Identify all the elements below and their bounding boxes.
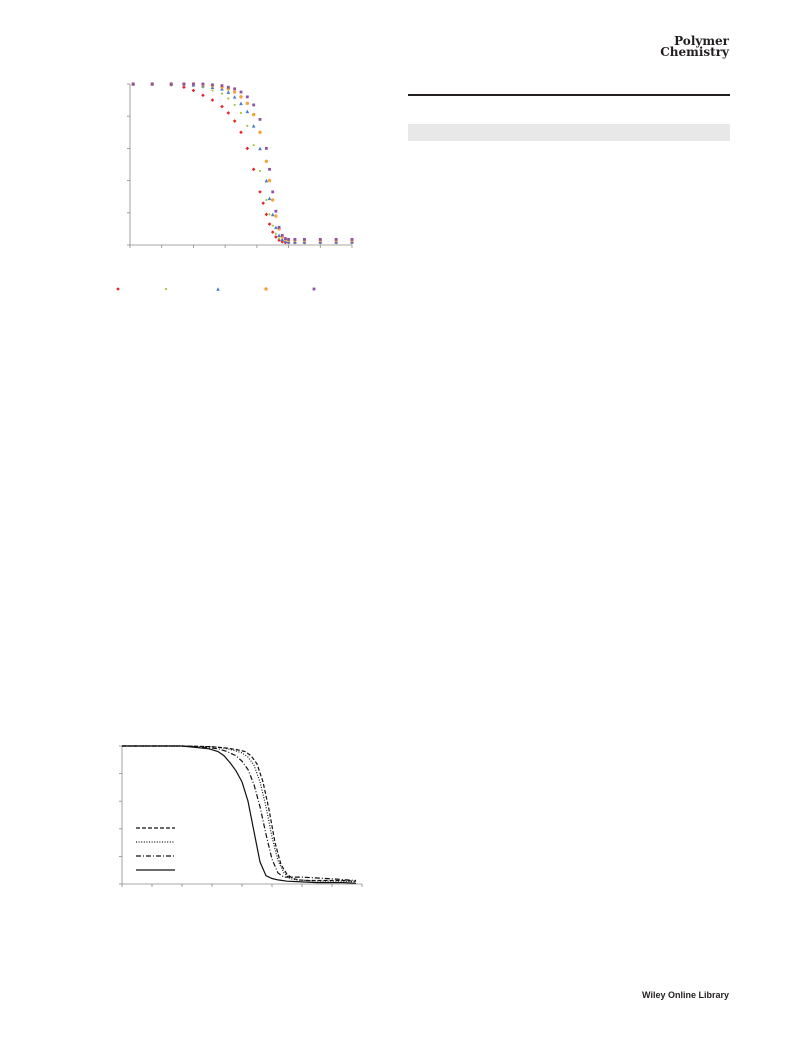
chart1-point — [270, 212, 275, 217]
chart1-legend-marker-1 — [116, 287, 120, 291]
chart1-point — [169, 82, 173, 86]
chart1-point — [233, 103, 236, 107]
chart1-point — [274, 214, 278, 218]
chart1-point — [227, 97, 230, 100]
chart1-legend-marker-3 — [216, 287, 220, 291]
chart1-point — [271, 198, 275, 202]
chart1-point — [245, 101, 250, 106]
chart1-point — [267, 178, 272, 183]
chart1-point — [277, 238, 281, 242]
chart1-point — [277, 237, 281, 240]
chart1-point — [264, 212, 269, 217]
chart1-point — [201, 93, 205, 98]
chart1-point — [245, 95, 249, 99]
chart1-point — [211, 89, 214, 92]
chart1-point — [239, 95, 243, 99]
chart1-point — [239, 101, 243, 106]
chart1-point — [245, 146, 250, 151]
chart1-point — [271, 190, 275, 194]
chart1-point — [261, 201, 265, 205]
chart1-point — [192, 82, 195, 86]
chart1-point — [258, 130, 262, 134]
chart1-point — [277, 233, 281, 238]
chart1-point — [265, 198, 268, 202]
publisher-footer: Wiley Online Library — [642, 990, 729, 1000]
journal-name: Polymer Chemistry — [660, 34, 729, 59]
chart1-point — [239, 90, 243, 94]
chart1-point — [251, 167, 256, 172]
chart2-series-1 — [122, 745, 357, 882]
chart1-point — [268, 213, 271, 216]
chart1-point — [277, 225, 281, 229]
chart1-point — [350, 237, 354, 241]
chart1-point — [182, 82, 186, 86]
chart1-point — [303, 237, 306, 241]
chart1-legend-marker-2 — [164, 287, 168, 291]
chart2-series-2 — [122, 745, 357, 883]
chart1-point — [232, 119, 237, 123]
chart1-point — [334, 237, 338, 241]
chart2-series-4 — [122, 745, 357, 884]
chart1-point — [284, 237, 287, 240]
chart1-point — [220, 92, 224, 95]
chart1-point — [271, 224, 274, 227]
chart1-point — [280, 237, 285, 242]
chart1-point — [211, 83, 214, 87]
chart1-series-5 — [131, 82, 354, 241]
table-header-band — [408, 124, 730, 141]
chart1-point — [274, 225, 278, 230]
chart1-point — [226, 111, 231, 115]
chart1-point — [274, 235, 278, 239]
chart1-point — [232, 90, 237, 94]
chart1-legend-marker-4 — [264, 287, 268, 291]
chart1-point — [318, 237, 322, 241]
chart1-point — [287, 237, 290, 241]
chart1-point — [264, 178, 269, 183]
chart1-point — [252, 144, 255, 147]
chart1-point — [220, 104, 224, 109]
chart1-point — [226, 90, 231, 94]
chart1-point — [293, 237, 297, 241]
chart1-legend-marker-5 — [312, 287, 316, 291]
chart2-series-3 — [122, 745, 357, 882]
header-rule — [408, 94, 730, 96]
chart1-point — [267, 196, 272, 201]
chart1-point — [251, 112, 256, 117]
journal-name-line1: Polymer — [674, 34, 729, 48]
chart1-point — [258, 118, 262, 121]
chart1-point — [258, 190, 262, 194]
chart1-point — [191, 88, 196, 93]
journal-name-line2: Chemistry — [660, 45, 729, 59]
chart1-point — [274, 209, 278, 213]
chart1-point — [210, 98, 215, 102]
chart1-point — [150, 82, 154, 86]
chart1-point — [258, 169, 262, 173]
chart1-point — [267, 222, 272, 226]
chart1-point — [252, 103, 256, 107]
chart1-point — [268, 167, 271, 171]
chart1-point — [251, 124, 256, 128]
chart1-point — [239, 130, 243, 135]
chart1-point — [131, 82, 135, 86]
chart1-point — [274, 232, 277, 235]
chart1-point — [182, 85, 186, 90]
chart1-point — [220, 84, 224, 88]
chart1-point — [280, 233, 284, 237]
chart1-point — [246, 124, 249, 127]
chart1-point — [201, 82, 205, 86]
chart1-point — [270, 230, 275, 234]
chart1-point — [258, 146, 262, 151]
chart1-point — [239, 111, 243, 115]
chart1-point — [264, 147, 268, 150]
chart1-point — [226, 85, 230, 89]
chart1-point — [245, 109, 250, 114]
chart1-point — [232, 95, 237, 99]
chart1-point — [264, 159, 269, 163]
chart1-point — [233, 87, 237, 91]
